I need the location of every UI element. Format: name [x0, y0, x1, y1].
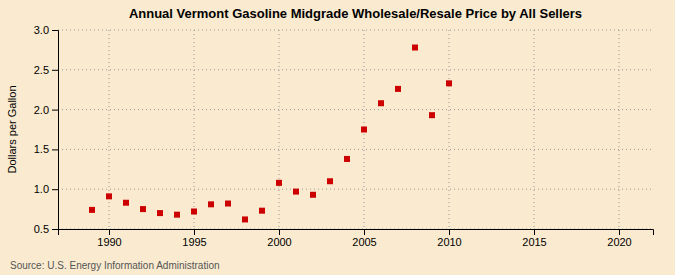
tick-label: 0.5	[34, 223, 49, 235]
tick-mark	[534, 229, 535, 235]
tick-label: 2.0	[34, 104, 49, 116]
tick-mark	[449, 229, 450, 235]
axis-line	[59, 230, 654, 236]
point	[174, 212, 180, 218]
tick-mark	[109, 229, 110, 235]
point	[157, 210, 163, 216]
tick-label: 2015	[522, 236, 546, 248]
grid-line	[58, 149, 653, 150]
tick: 2005	[352, 229, 376, 248]
tick-label: 3.0	[34, 24, 49, 36]
point	[412, 45, 418, 51]
grid-line	[194, 30, 195, 229]
tick: 2.0	[34, 104, 58, 116]
tick-label: 1.5	[34, 143, 49, 155]
plot: 0.5 1.0 1.5 2.0 2.5 3.0 1990 1995 2000 2005 2010 20…	[34, 24, 654, 248]
point	[191, 208, 197, 214]
point	[293, 189, 299, 195]
tick-mark	[52, 110, 58, 111]
point	[395, 86, 401, 92]
point	[259, 208, 265, 214]
tick: 1995	[182, 229, 206, 248]
point	[276, 180, 282, 186]
point	[361, 127, 367, 133]
tick-label: 2010	[437, 236, 461, 248]
tick-mark	[52, 70, 58, 71]
y-axis-title: Dollars per Gallon	[6, 85, 18, 173]
point	[446, 80, 452, 86]
tick: 2010	[437, 229, 461, 248]
tick: 2000	[267, 229, 291, 248]
y-axis: 0.5 1.0 1.5 2.0 2.5 3.0	[34, 24, 59, 235]
point	[327, 178, 333, 184]
tick: 1.5	[34, 143, 58, 155]
tick-label: 1.0	[34, 183, 49, 195]
tick: 0.5	[34, 223, 58, 235]
point	[225, 201, 231, 207]
chart: 0.5 1.0 1.5 2.0 2.5 3.0 1990 1995 2000 2005 2010 20…	[0, 0, 675, 275]
grid-line	[449, 30, 450, 229]
tick-label: 1990	[97, 236, 121, 248]
grid-line	[58, 30, 653, 31]
tick-mark	[619, 229, 620, 235]
annotation: Source: U.S. Energy Information Administ…	[10, 260, 220, 271]
tick-mark	[364, 229, 365, 235]
tick: 1.0	[34, 183, 58, 195]
grid-line	[58, 69, 653, 70]
tick-label: 2000	[267, 236, 291, 248]
point	[123, 200, 129, 206]
tick-label: 2020	[607, 236, 631, 248]
tick: 1990	[97, 229, 121, 248]
tick: 2020	[607, 229, 631, 248]
tick-mark	[194, 229, 195, 235]
tick-mark	[52, 229, 58, 230]
grid-line	[279, 30, 280, 229]
point	[429, 112, 435, 118]
grid-line	[534, 30, 535, 229]
tick: 2.5	[34, 64, 58, 76]
grid-line	[619, 30, 620, 229]
tick: 3.0	[34, 24, 58, 36]
tick-label: 1995	[182, 236, 206, 248]
tick-label: 2.5	[34, 64, 49, 76]
point	[208, 201, 214, 207]
point	[89, 207, 95, 213]
x-axis: 1990 1995 2000 2005 2010 2015 2020	[59, 229, 654, 248]
axis-line	[52, 31, 59, 230]
tick-mark	[52, 30, 58, 31]
tick-mark	[52, 149, 58, 150]
title: Annual Vermont Gasoline Midgrade Wholesa…	[129, 6, 582, 21]
point	[242, 216, 248, 222]
point	[344, 156, 350, 162]
tick: 2015	[522, 229, 546, 248]
point	[106, 193, 112, 199]
point	[140, 206, 146, 212]
point	[378, 100, 384, 106]
grid	[58, 30, 653, 229]
grid-line	[58, 109, 653, 110]
tick-mark	[52, 189, 58, 190]
points	[89, 45, 452, 223]
tick-mark	[279, 229, 280, 235]
grid-line	[58, 189, 653, 190]
tick-label: 2005	[352, 236, 376, 248]
point	[310, 192, 316, 198]
